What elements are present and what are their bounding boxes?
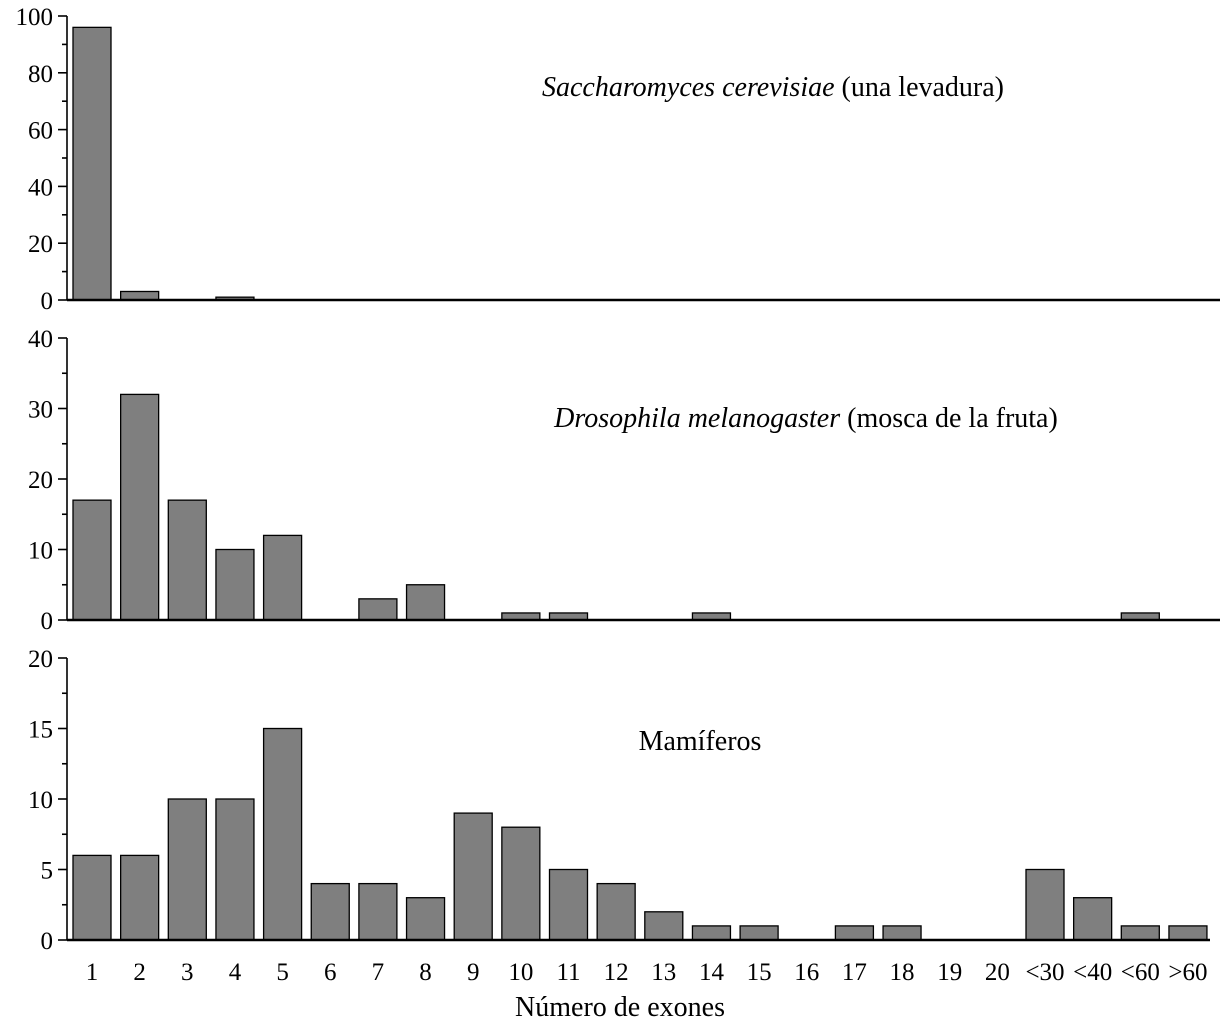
bar-12 <box>596 882 636 941</box>
x-tick-label: 1 <box>86 959 99 986</box>
x-tick-label: 20 <box>985 959 1010 986</box>
panel-title-species: Drosophila melanogaster <box>553 403 840 434</box>
bar-5 <box>262 534 303 621</box>
panel-1: 0 20 40 60 80 100 Saccharomyces cerevisiae (un… <box>16 4 1220 315</box>
x-tick-label: 6 <box>324 959 337 986</box>
bar-10 <box>501 826 541 941</box>
y-tick-label: 30 <box>28 397 53 424</box>
bar-4 <box>215 548 255 621</box>
bar-3 <box>167 798 207 941</box>
bar-11 <box>548 868 589 941</box>
panel-title-note: (mosca de la fruta) <box>840 403 1058 434</box>
y-tick-label: 0 <box>41 288 54 315</box>
x-tick-label: <40 <box>1073 959 1112 986</box>
x-tick-label: 5 <box>276 959 289 986</box>
y-tick-label: 5 <box>41 858 54 885</box>
bar-17 <box>834 925 875 941</box>
panel-title-note: Mamíferos <box>639 726 762 757</box>
bar-1 <box>72 499 112 621</box>
bar-<60 <box>1120 925 1160 941</box>
y-tick-label: 60 <box>28 118 53 145</box>
x-tick-label: 13 <box>651 959 676 986</box>
bar-7 <box>358 598 398 621</box>
y-tick-label: 10 <box>28 787 53 814</box>
x-tick-label: 18 <box>890 959 915 986</box>
bar-1 <box>72 26 112 301</box>
bar-9 <box>453 812 493 941</box>
panel-2: 0 10 20 30 40 Drosophila melanogaster (mosca … <box>28 326 1220 635</box>
y-tick-label: 40 <box>28 174 53 201</box>
x-tick-label: 7 <box>372 959 385 986</box>
panel-title-note: (una levadura) <box>835 72 1004 103</box>
x-tick-label: 8 <box>419 959 432 986</box>
x-tick-label: 11 <box>556 959 580 986</box>
x-tick-label: 19 <box>937 959 962 986</box>
x-tick-label: 14 <box>699 959 725 986</box>
bar-2 <box>120 854 160 941</box>
bar-15 <box>739 925 779 941</box>
panel-title-species: Saccharomyces cerevisiae <box>542 72 835 103</box>
x-tick-label: 3 <box>181 959 194 986</box>
x-tick-label: 9 <box>467 959 480 986</box>
x-tick-labels: 1 2 3 4 5 6 7 8 9 10 11 12 13 14 15 16 17 18 19 20 <30 <40 <60… <box>86 959 1208 986</box>
y-tick-label: 100 <box>16 4 54 31</box>
y-tick-label: 20 <box>28 646 53 673</box>
x-tick-label: 15 <box>747 959 772 986</box>
panel-title: Drosophila melanogaster (mosca de la fru… <box>553 403 1058 434</box>
x-tick-label: 16 <box>794 959 819 986</box>
y-tick-label: 0 <box>41 928 54 955</box>
x-tick-label: 10 <box>508 959 533 986</box>
y-tick-label: 20 <box>28 231 53 258</box>
x-tick-label: 17 <box>842 959 867 986</box>
y-tick-label: 80 <box>28 61 53 88</box>
bar-2 <box>120 393 160 621</box>
y-tick-label: 10 <box>28 538 53 565</box>
panel-title: Mamíferos <box>639 726 762 757</box>
bar-6 <box>310 882 350 941</box>
x-axis-label: Número de exones <box>515 992 725 1023</box>
x-tick-label: <60 <box>1121 959 1160 986</box>
panel-title: Saccharomyces cerevisiae (una levadura) <box>542 72 1004 103</box>
x-tick-label: 12 <box>604 959 629 986</box>
bar-2 <box>120 290 160 301</box>
bar-<40 <box>1073 897 1113 941</box>
bar-14 <box>691 925 732 941</box>
x-tick-label: <30 <box>1025 959 1064 986</box>
y-tick-label: 20 <box>28 467 53 494</box>
y-tick-label: 0 <box>41 608 54 635</box>
bar-1 <box>72 854 112 941</box>
bar-8 <box>405 897 446 941</box>
x-tick-label: >60 <box>1168 959 1207 986</box>
bar-<30 <box>1025 868 1065 941</box>
y-tick-label: 40 <box>28 326 53 353</box>
panel-3: 0 5 10 15 20 Mamíferos <box>28 646 1210 955</box>
bar-8 <box>405 584 446 621</box>
bar-4 <box>215 798 255 941</box>
bar-18 <box>882 925 922 941</box>
bar-7 <box>358 882 398 941</box>
bar-3 <box>167 499 207 621</box>
bar-5 <box>262 727 303 941</box>
x-tick-label: 4 <box>229 959 242 986</box>
x-tick-label: 2 <box>133 959 146 986</box>
bar->60 <box>1168 925 1208 941</box>
y-tick-label: 15 <box>28 717 53 744</box>
bar-13 <box>644 911 684 941</box>
